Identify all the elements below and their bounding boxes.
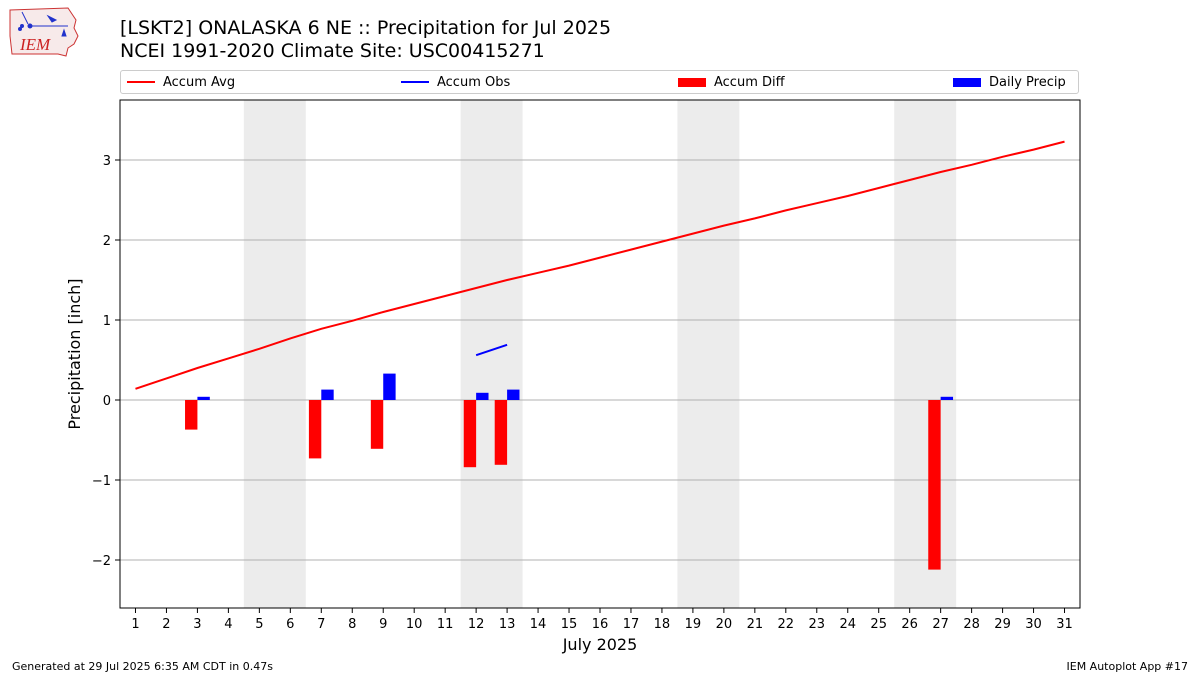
x-tick-label: 5 [255, 617, 263, 632]
daily-precip-bar-day-9 [383, 373, 396, 400]
daily-precip-bar-day-7 [321, 389, 334, 400]
x-tick-label: 17 [623, 617, 640, 632]
y-tick-label: 0 [103, 394, 111, 409]
daily-precip-bar-day-12 [476, 392, 489, 400]
x-tick-label: 4 [224, 617, 232, 632]
legend-label-accum-obs: Accum Obs [437, 74, 511, 90]
x-tick-label: 6 [286, 617, 294, 632]
x-tick-label: 31 [1056, 617, 1073, 632]
weekend-shade-2 [677, 100, 740, 608]
x-tick-label: 12 [468, 617, 485, 632]
x-axis-label: July 2025 [562, 635, 638, 654]
x-tick-label: 30 [1025, 617, 1042, 632]
x-tick-label: 9 [379, 617, 387, 632]
legend-item-accum-obs: Accum Obs [401, 74, 510, 90]
weekend-shade-3 [894, 100, 957, 608]
y-tick-label: −1 [92, 474, 111, 489]
y-tick-label: −2 [92, 554, 111, 569]
daily-precip-bar-day-27 [940, 396, 954, 400]
daily-precip-bar-day-13 [507, 389, 520, 400]
accum-diff-bar-day-27 [928, 400, 941, 570]
accum-avg-line [135, 140, 1065, 390]
x-tick-label: 22 [778, 617, 795, 632]
x-tick-label: 25 [870, 617, 887, 632]
x-tick-label: 3 [193, 617, 201, 632]
x-tick-label: 16 [592, 617, 609, 632]
accum-diff-bar-day-3 [185, 400, 198, 430]
x-tick-label: 15 [561, 617, 578, 632]
weekend-shade-0 [243, 100, 306, 608]
footer-app-label: IEM Autoplot App #17 [1066, 660, 1189, 673]
chart-title: [LSKT2] ONALASKA 6 NE :: Precipitation f… [120, 17, 612, 39]
iowa-outline-icon [9, 7, 79, 57]
legend-label-accum-diff: Accum Diff [714, 74, 785, 90]
weather-station-icon [18, 11, 68, 37]
footer-generated-note: Generated at 29 Jul 2025 6:35 AM CDT in … [12, 660, 273, 673]
logo-text: IEM [19, 35, 51, 54]
accum-diff-bar-day-12 [463, 400, 477, 468]
legend-item-daily-precip: Daily Precip [953, 74, 1066, 90]
x-tick-label: 24 [839, 617, 856, 632]
legend-swatch-daily-precip [953, 77, 981, 87]
x-tick-label: 14 [530, 617, 547, 632]
weekend-shade-1 [460, 100, 523, 608]
accum-diff-bar-day-13 [494, 400, 508, 465]
accum-obs-line [475, 343, 508, 357]
legend-swatch-accum-obs [401, 81, 429, 83]
x-tick-label: 1 [131, 617, 139, 632]
x-tick-label: 10 [406, 617, 423, 632]
x-tick-label: 27 [932, 617, 949, 632]
accum-diff-bar-day-7 [308, 400, 322, 459]
y-tick-label: 1 [103, 314, 111, 329]
y-axis-label: Precipitation [inch] [65, 278, 84, 429]
legend-swatch-accum-avg [127, 81, 155, 83]
chart-legend: Accum Avg Accum Obs Accum Diff Daily Pre… [120, 70, 1079, 94]
x-tick-label: 19 [685, 617, 702, 632]
accum-diff-bar-day-9 [370, 400, 384, 449]
x-tick-label: 20 [716, 617, 733, 632]
x-tick-label: 8 [348, 617, 356, 632]
x-tick-label: 29 [994, 617, 1011, 632]
x-tick-label: 18 [654, 617, 671, 632]
x-tick-label: 23 [809, 617, 826, 632]
chart-subtitle: NCEI 1991-2020 Climate Site: USC00415271 [120, 40, 545, 62]
y-tick-label: 2 [103, 234, 111, 249]
x-tick-label: 28 [963, 617, 980, 632]
legend-label-accum-avg: Accum Avg [163, 74, 236, 90]
legend-item-accum-avg: Accum Avg [127, 74, 235, 90]
legend-label-daily-precip: Daily Precip [989, 74, 1066, 90]
daily-precip-bar-day-3 [197, 396, 210, 400]
x-tick-label: 2 [162, 617, 170, 632]
x-tick-label: 13 [499, 617, 516, 632]
iem-logo: IEM [9, 7, 79, 57]
x-tick-label: 26 [901, 617, 918, 632]
x-tick-label: 11 [437, 617, 454, 632]
y-tick-label: 3 [103, 154, 111, 169]
legend-swatch-accum-diff [678, 77, 706, 87]
x-tick-label: 21 [747, 617, 764, 632]
legend-item-accum-diff: Accum Diff [678, 74, 785, 90]
x-tick-label: 7 [317, 617, 325, 632]
